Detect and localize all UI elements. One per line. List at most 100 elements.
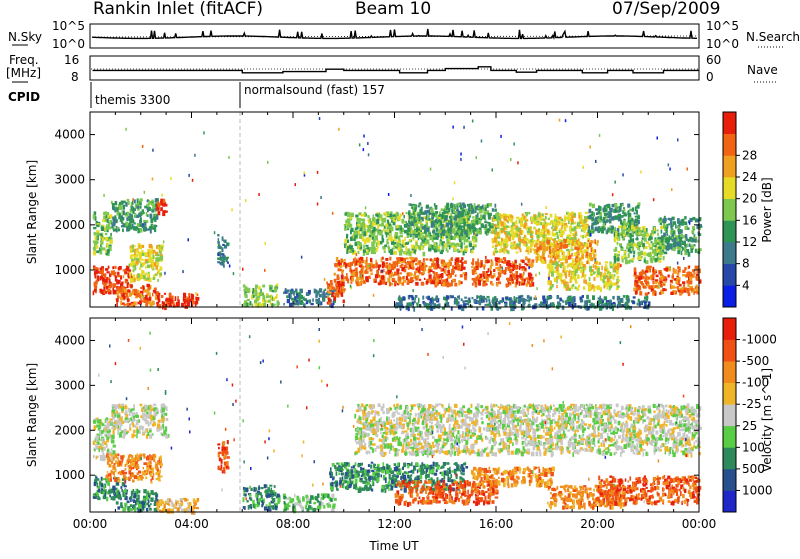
range-gate-cell — [619, 233, 621, 236]
range-gate-cell — [645, 270, 648, 273]
range-gate-cell — [583, 286, 586, 290]
range-gate-cell — [509, 282, 511, 285]
range-gate-cell — [452, 197, 454, 200]
range-gate-cell — [568, 256, 570, 260]
range-gate-cell — [415, 295, 418, 298]
range-gate-cell — [603, 273, 606, 275]
range-gate-cell — [588, 300, 591, 303]
range-gate-cell — [620, 203, 622, 207]
range-gate-cell — [247, 290, 250, 293]
range-gate-cell — [411, 251, 413, 254]
range-gate-cell — [125, 128, 127, 131]
range-gate-cell — [138, 248, 140, 253]
range-gate-cell — [485, 224, 487, 228]
station-title: Rankin Inlet (fitACF) — [93, 0, 263, 19]
range-gate-cell — [494, 237, 497, 242]
range-gate-cell — [336, 287, 338, 292]
range-gate-cell — [595, 259, 597, 262]
range-gate-cell — [479, 211, 481, 214]
range-gate-cell — [657, 233, 659, 237]
range-gate-cell — [506, 283, 508, 287]
range-gate-cell — [616, 288, 619, 291]
range-gate-cell — [587, 243, 589, 247]
range-gate-cell — [406, 212, 408, 214]
range-gate-cell — [559, 230, 561, 233]
range-gate-cell — [506, 262, 509, 266]
range-gate-cell — [631, 225, 634, 230]
range-gate-cell — [413, 220, 416, 223]
range-gate-cell — [501, 230, 503, 234]
range-gate-cell — [561, 225, 563, 230]
range-gate-cell — [571, 212, 574, 215]
range-gate-cell — [136, 261, 139, 265]
range-gate-cell — [273, 297, 275, 301]
range-gate-cell — [527, 295, 530, 299]
range-gate-cell — [355, 272, 358, 277]
range-gate-cell — [438, 249, 441, 251]
range-gate-cell — [524, 299, 527, 301]
range-gate-cell — [433, 233, 435, 236]
range-gate-cell — [598, 211, 601, 215]
range-gate-cell — [353, 230, 356, 235]
range-gate-cell — [477, 205, 480, 207]
range-gate-cell — [258, 286, 260, 290]
range-gate-cell — [648, 292, 650, 294]
range-gate-cell — [412, 236, 414, 239]
range-gate-cell — [373, 240, 375, 242]
range-gate-cell — [673, 269, 676, 274]
range-gate-cell — [675, 225, 677, 229]
range-gate-cell — [396, 243, 399, 248]
range-gate-cell — [504, 239, 506, 244]
range-gate-cell — [401, 267, 404, 271]
range-gate-cell — [492, 245, 494, 248]
range-gate-cell — [468, 298, 470, 300]
range-gate-cell — [427, 210, 430, 214]
range-gate-cell — [485, 207, 487, 211]
range-gate-cell — [398, 236, 401, 240]
range-gate-cell — [544, 299, 546, 303]
range-gate-cell — [607, 220, 609, 222]
range-gate-cell — [487, 296, 489, 298]
range-gate-cell — [363, 280, 366, 284]
range-gate-cell — [548, 255, 550, 258]
range-gate-cell — [462, 210, 465, 215]
range-gate-cell — [448, 275, 450, 279]
range-gate-cell — [120, 218, 123, 222]
range-gate-cell — [589, 146, 591, 149]
range-gate-cell — [390, 226, 393, 231]
range-gate-cell — [598, 219, 601, 222]
range-gate-cell — [632, 232, 634, 235]
date-title: 07/Sep/2009 — [612, 0, 720, 19]
range-gate-cell — [395, 236, 397, 238]
range-gate-cell — [94, 275, 96, 279]
range-gate-cell — [534, 245, 536, 248]
range-gate-cell — [110, 214, 113, 218]
range-gate-cell — [686, 249, 689, 252]
range-gate-cell — [452, 236, 455, 240]
range-gate-cell — [384, 245, 387, 248]
range-gate-cell — [571, 244, 573, 246]
range-gate-cell — [158, 304, 161, 308]
range-gate-cell — [363, 245, 365, 249]
range-gate-cell — [429, 269, 432, 272]
range-gate-cell — [147, 265, 150, 269]
range-gate-cell — [536, 253, 538, 256]
range-gate-cell — [343, 300, 345, 304]
range-gate-cell — [358, 251, 360, 254]
range-gate-cell — [463, 272, 466, 274]
range-gate-cell — [385, 213, 387, 217]
range-gate-cell — [317, 203, 319, 206]
range-gate-cell — [682, 274, 685, 276]
range-gate-cell — [450, 235, 452, 240]
range-gate-cell — [145, 266, 147, 269]
range-gate-cell — [634, 221, 636, 225]
range-gate-cell — [387, 229, 389, 233]
range-gate-cell — [558, 217, 561, 220]
range-gate-cell — [415, 282, 418, 286]
range-gate-cell — [512, 269, 514, 271]
freq-label-2: [MHz] — [6, 66, 41, 80]
range-gate-cell — [430, 168, 432, 171]
range-gate-cell — [117, 275, 120, 277]
range-gate-cell — [134, 278, 136, 282]
range-gate-cell — [460, 153, 462, 156]
